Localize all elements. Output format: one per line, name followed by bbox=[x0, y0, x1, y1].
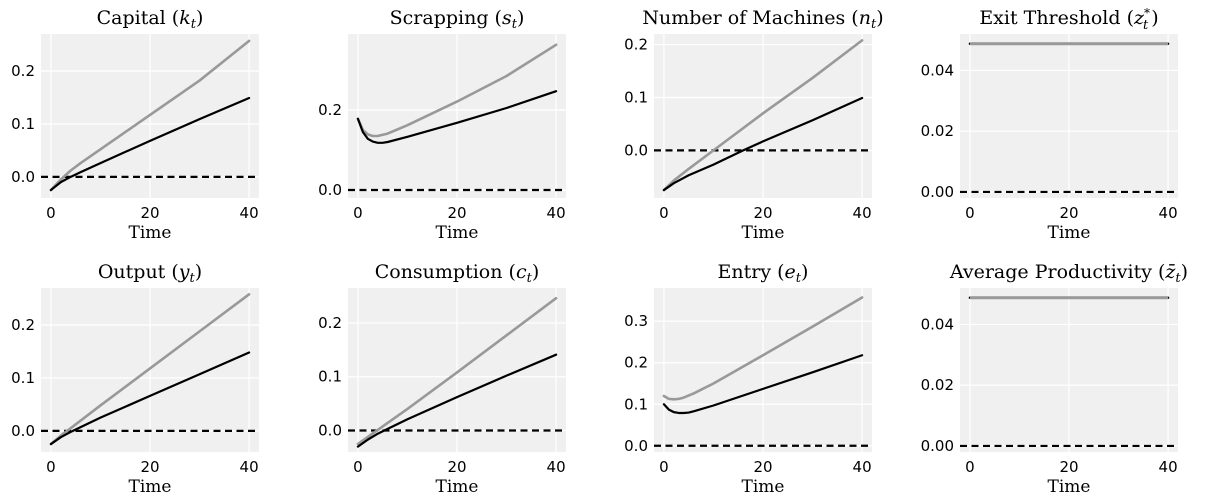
x-tick-label: 0 bbox=[353, 458, 363, 476]
subplot-title: Exit Threshold (z* t) bbox=[979, 6, 1158, 33]
subplot-title: Capital (kt) bbox=[97, 7, 204, 32]
black-series-line bbox=[356, 353, 558, 448]
x-tick-label: 0 bbox=[659, 458, 669, 476]
subplot-3: 0 20 40 0.0 0.1 0.2 Time Number of Machines (nt… bbox=[624, 7, 883, 243]
subplot-title: Consumption (ct) bbox=[375, 261, 540, 286]
black-series-line bbox=[49, 351, 251, 446]
x-tick-label: 0 bbox=[46, 458, 56, 476]
y-tick-label: 0.2 bbox=[318, 314, 342, 332]
x-tick-label: 20 bbox=[753, 458, 772, 476]
gray-series-line bbox=[662, 39, 864, 192]
x-axis-label: Time bbox=[436, 223, 479, 243]
y-tick-label: 0.2 bbox=[624, 36, 648, 54]
x-axis-label: Time bbox=[1048, 223, 1091, 243]
x-tick-label: 40 bbox=[240, 458, 259, 476]
x-axis-label: Time bbox=[129, 223, 172, 243]
x-tick-label: 20 bbox=[140, 458, 159, 476]
x-tick-label: 40 bbox=[1159, 204, 1178, 222]
y-tick-label: 0.00 bbox=[921, 183, 954, 201]
x-tick-label: 0 bbox=[659, 204, 669, 222]
y-tick-label: 0.00 bbox=[921, 437, 954, 455]
subplot-6: 0 20 40 0.0 0.1 0.2 Time Consumption (ct) bbox=[318, 261, 566, 497]
gray-series-line bbox=[356, 43, 558, 138]
subplot-title: Entry (et) bbox=[718, 261, 809, 286]
y-tick-label: 0.02 bbox=[921, 122, 954, 140]
x-axis-label: Time bbox=[129, 477, 172, 497]
y-tick-label: 0.2 bbox=[11, 62, 35, 80]
x-axis-label: Time bbox=[742, 223, 785, 243]
y-tick-label: 0.1 bbox=[624, 88, 648, 106]
y-tick-label: 0.1 bbox=[318, 368, 342, 386]
x-axis-label: Time bbox=[1048, 477, 1091, 497]
y-tick-label: 0.2 bbox=[318, 101, 342, 119]
subplot-1: 0 20 40 0.0 0.1 0.2 Time Capital (kt) bbox=[11, 7, 259, 243]
subplot-title: Output (yt) bbox=[98, 261, 202, 286]
black-series-line bbox=[662, 354, 864, 415]
x-tick-label: 20 bbox=[1059, 204, 1078, 222]
x-axis-label: Time bbox=[742, 477, 785, 497]
y-tick-label: 0.0 bbox=[318, 181, 342, 199]
subplot-8: 0 20 40 0.00 0.02 0.04 Time Average Productivit… bbox=[921, 261, 1188, 497]
y-tick-label: 0.0 bbox=[318, 421, 342, 439]
black-series-line bbox=[356, 90, 558, 144]
gray-series-line bbox=[662, 296, 864, 401]
x-tick-label: 20 bbox=[447, 458, 466, 476]
gray-series-line bbox=[49, 293, 251, 446]
x-tick-label: 0 bbox=[965, 204, 975, 222]
x-tick-label: 20 bbox=[447, 204, 466, 222]
x-tick-label: 20 bbox=[1059, 458, 1078, 476]
black-series-line bbox=[662, 96, 864, 192]
y-tick-label: 0.2 bbox=[11, 316, 35, 334]
y-tick-label: 0.04 bbox=[921, 315, 954, 333]
x-tick-label: 40 bbox=[547, 458, 566, 476]
x-tick-label: 40 bbox=[1159, 458, 1178, 476]
y-tick-label: 0.1 bbox=[11, 369, 35, 387]
subplot-4: 0 20 40 0.00 0.02 0.04 Time Exit Threshold (z* t… bbox=[921, 6, 1178, 243]
subplot-5: 0 20 40 0.0 0.1 0.2 Time Output (yt) bbox=[11, 261, 259, 497]
subplot-7: 0 20 40 0.0 0.1 0.2 0.3 Time Entry (et) bbox=[624, 261, 872, 497]
y-tick-label: 0.0 bbox=[11, 168, 35, 186]
subplot-title: Scrapping (st) bbox=[390, 7, 525, 32]
x-tick-label: 0 bbox=[46, 204, 56, 222]
y-tick-label: 0.1 bbox=[11, 115, 35, 133]
y-tick-label: 0.0 bbox=[11, 422, 35, 440]
gray-series-line bbox=[49, 39, 251, 192]
subplot-title: Average Productivity (z̄t) bbox=[949, 261, 1188, 286]
x-tick-label: 40 bbox=[547, 204, 566, 222]
x-tick-label: 40 bbox=[853, 458, 872, 476]
x-axis-label: Time bbox=[436, 477, 479, 497]
y-tick-label: 0.1 bbox=[624, 395, 648, 413]
x-tick-label: 20 bbox=[753, 204, 772, 222]
y-tick-label: 0.04 bbox=[921, 61, 954, 79]
y-tick-label: 0.3 bbox=[624, 312, 648, 330]
subplot-title: Number of Machines (nt) bbox=[642, 7, 883, 32]
x-tick-label: 0 bbox=[965, 458, 975, 476]
x-tick-label: 0 bbox=[353, 204, 363, 222]
y-tick-label: 0.02 bbox=[921, 376, 954, 394]
y-tick-label: 0.2 bbox=[624, 354, 648, 372]
subplot-2: 0 20 40 0.0 0.2 Time Scrapping (st) bbox=[318, 7, 566, 243]
black-series-line bbox=[49, 96, 251, 192]
x-tick-label: 40 bbox=[853, 204, 872, 222]
x-tick-label: 40 bbox=[240, 204, 259, 222]
gray-series-line bbox=[356, 296, 558, 446]
x-tick-label: 20 bbox=[140, 204, 159, 222]
y-tick-label: 0.0 bbox=[624, 437, 648, 455]
y-tick-label: 0.0 bbox=[624, 141, 648, 159]
